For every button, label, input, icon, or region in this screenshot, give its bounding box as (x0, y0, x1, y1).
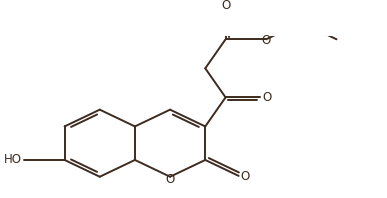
Text: HO: HO (4, 153, 22, 167)
Text: O: O (221, 0, 230, 11)
Text: O: O (166, 173, 175, 187)
Text: O: O (262, 91, 271, 104)
Text: O: O (262, 34, 271, 47)
Text: O: O (241, 170, 250, 183)
